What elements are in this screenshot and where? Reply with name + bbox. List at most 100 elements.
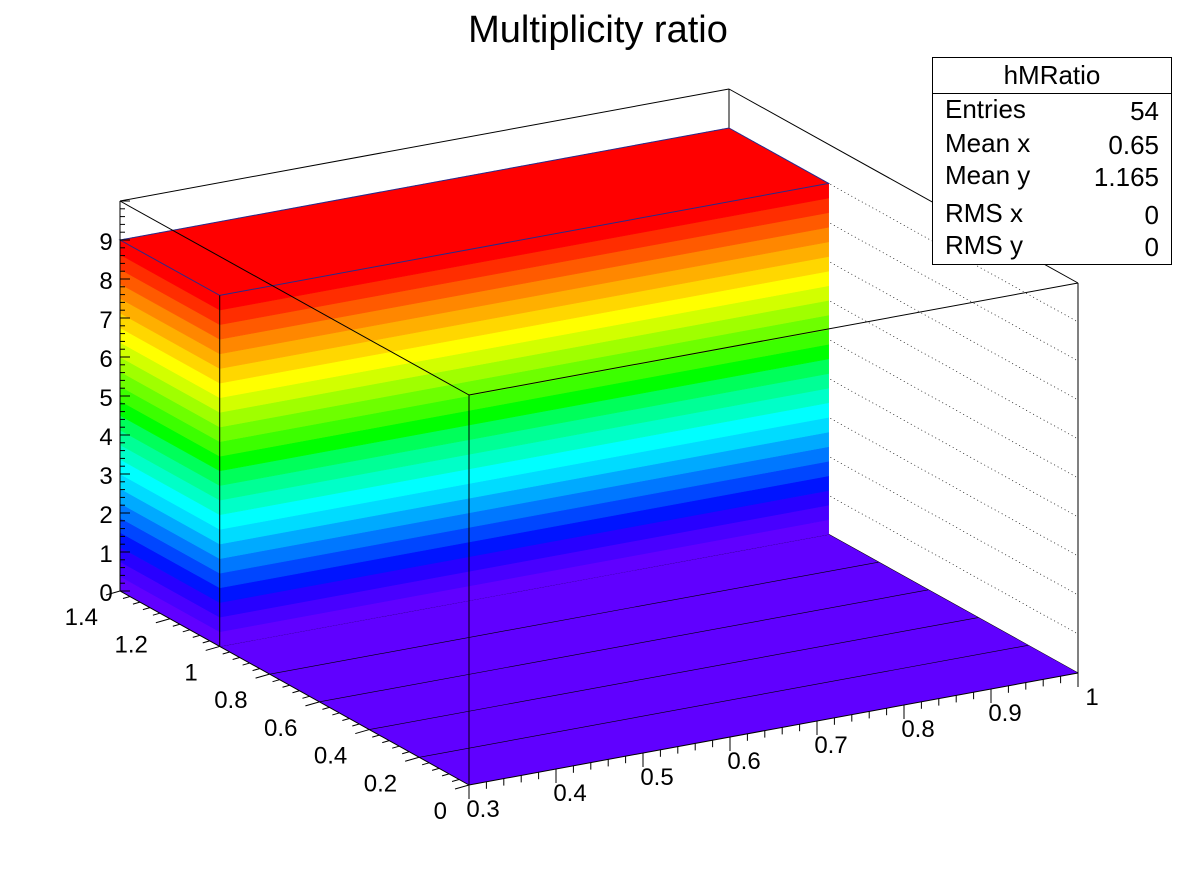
y-tick [454,784,470,790]
y-tick [421,762,430,766]
y-tick-label: 0.8 [214,687,247,714]
y-tick [405,756,420,762]
block-top [118,127,831,296]
y-tick [451,778,460,782]
x-tick-label: 0.6 [727,748,760,775]
floor-bin-edge [419,644,1029,758]
frame-edge [119,200,470,396]
stats-label: RMS x [945,198,1023,228]
y-tick-label: 1 [184,659,197,686]
frame-edge [119,88,730,202]
y-tick [282,684,290,688]
x-tick-label: 0.7 [814,732,847,759]
y-tick [382,740,390,744]
stats-row-entries: Entries 54 [945,94,1159,127]
stats-label: Mean x [945,128,1031,158]
stats-value: 0 [1144,200,1159,230]
stats-title: hMRatio [933,58,1171,94]
y-tick [402,751,410,755]
y-tick [142,607,151,611]
y-tick [305,701,320,707]
y-tick [332,712,340,716]
z-tick-label: 6 [99,346,112,373]
stats-label: RMS y [945,230,1023,260]
y-tick [122,596,131,600]
grid-line [728,439,1079,635]
z-tick-label: 1 [99,541,112,568]
y-tick [252,668,260,672]
y-tick [232,657,240,660]
x-tick-label: 0.3 [466,796,499,823]
y-tick [372,734,380,738]
y-tick-label: 1.4 [65,604,98,631]
x-tick-label: 0.9 [988,700,1021,727]
z-tick-label: 0 [99,580,112,607]
grid-line [728,283,1079,479]
grid-line [728,205,1079,401]
stats-row-rms-x: RMS x 0 [945,198,1159,231]
stats-value: 1.165 [1093,162,1159,192]
y-tick [202,640,210,644]
y-tick-label: 0.4 [314,743,347,770]
stats-row-rms-y: RMS y 0 [945,230,1159,263]
y-axis-line [119,590,470,786]
data-block [118,127,831,647]
x-axis-line [468,672,1079,786]
floor-bin-edge [369,617,979,730]
y-tick [441,773,450,777]
y-tick [205,645,220,651]
z-tick-label: 3 [99,463,112,490]
y-tick-label: 1.2 [114,632,147,659]
y-tick [342,718,350,721]
grid-line [728,166,1079,362]
frame-edge [468,282,1079,396]
grid-line [728,244,1079,440]
z-tick-label: 5 [99,385,112,412]
y-tick [322,706,330,710]
z-tick-label: 4 [99,424,112,451]
stats-value: 54 [1130,96,1159,126]
grid-line [728,400,1079,596]
stats-box: hMRatio Entries 54 Mean x 0.65 Mean y 1.… [932,57,1172,265]
y-tick-label: 0 [434,798,447,825]
z-tick-label: 7 [99,307,112,334]
y-tick [255,673,270,679]
y-tick [192,634,200,638]
y-tick [182,629,190,633]
y-tick [355,729,370,735]
y-tick [352,723,360,727]
x-tick-label: 1 [1085,684,1098,711]
y-tick [242,662,250,666]
x-tick-label: 0.8 [901,716,934,743]
front-edges [119,200,1079,785]
y-tick-label: 0.2 [364,770,397,797]
stats-row-mean-x: Mean x 0.65 [945,128,1159,161]
x-tick-label: 0.5 [640,764,673,791]
y-tick-label: 0.6 [264,715,297,742]
y-tick [431,767,440,771]
y-tick [222,651,230,655]
stats-row-mean-y: Mean y 1.165 [945,160,1159,193]
y-tick [105,590,121,596]
chart-title: Multiplicity ratio [468,9,728,51]
y-tick [292,690,300,694]
stats-value: 0.65 [1108,130,1159,160]
z-tick-label: 9 [99,229,112,256]
y-tick [272,679,280,683]
x-tick-label: 0.4 [553,780,586,807]
z-tick-label: 2 [99,502,112,529]
y-tick [132,601,141,605]
y-tick [302,695,310,699]
z-tick-label: 8 [99,268,112,295]
grid-line [728,127,1079,323]
floor-bin-edge [319,589,929,703]
y-tick [172,623,180,627]
grid-line [728,361,1079,557]
stats-label: Entries [945,94,1026,124]
stats-label: Mean y [945,160,1031,190]
y-tick [392,745,400,749]
y-tick [152,612,161,616]
grid-line [728,322,1079,518]
stats-value: 0 [1144,232,1159,262]
